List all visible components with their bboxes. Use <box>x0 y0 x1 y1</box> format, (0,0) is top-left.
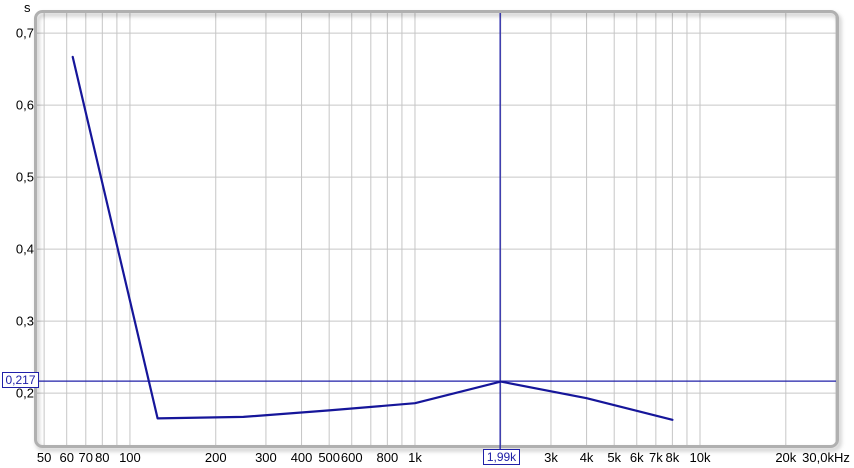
x-tick-label: 60 <box>59 450 73 465</box>
x-tick-label: 20k <box>775 450 796 465</box>
x-tick-label: 70 <box>79 450 93 465</box>
cursor-frequency-readout[interactable]: 1,99k <box>483 449 520 465</box>
x-tick-label: 6k <box>630 450 644 465</box>
x-tick-label: 800 <box>376 450 398 465</box>
cursor-value-readout[interactable]: 0,217 <box>2 372 39 388</box>
rt60-curve <box>71 55 674 421</box>
y-tick-label: 0,5 <box>16 170 34 185</box>
x-tick-label: 500 <box>318 450 340 465</box>
x-tick-label: 200 <box>205 450 227 465</box>
x-tick-label: 400 <box>291 450 313 465</box>
x-tick-label: 1k <box>408 450 422 465</box>
x-tick-label: 50 <box>37 450 51 465</box>
y-tick-label: 0,4 <box>16 242 34 257</box>
x-tick-label: 100 <box>119 450 141 465</box>
x-tick-label: 5k <box>607 450 621 465</box>
x-tick-label: 600 <box>341 450 363 465</box>
y-axis-unit-label: s <box>24 0 31 15</box>
x-tick-label: 10k <box>690 450 711 465</box>
plot-border <box>34 10 839 448</box>
x-tick-label: 30,0kHz <box>802 450 850 465</box>
x-tick-label: 3k <box>544 450 558 465</box>
x-tick-label: 7k <box>649 450 663 465</box>
y-tick-label: 0,2 <box>16 386 34 401</box>
x-tick-label: 4k <box>580 450 594 465</box>
x-tick-label: 8k <box>666 450 680 465</box>
x-tick-label: 300 <box>255 450 277 465</box>
y-tick-label: 0,7 <box>16 26 34 41</box>
plot-area[interactable] <box>37 13 836 445</box>
x-tick-label: 80 <box>95 450 109 465</box>
y-tick-label: 0,6 <box>16 98 34 113</box>
y-tick-label: 0,3 <box>16 314 34 329</box>
